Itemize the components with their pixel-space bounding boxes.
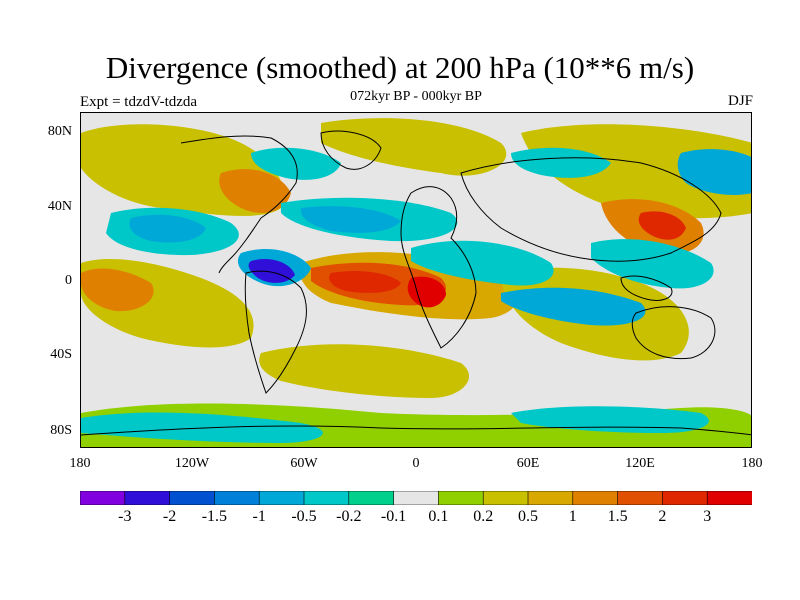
colorbar-label: -2 [162,508,177,525]
lat-tick-80n: 80N [47,124,72,139]
colorbar-swatch [393,491,440,505]
coastlines [81,130,751,436]
colorbar-label: 0.1 [428,508,449,525]
colorbar-swatch [348,491,395,505]
field-blob [300,206,401,233]
field-blob [591,239,714,289]
lon-tick-180w: 180 [69,456,91,471]
colorbar-label: 0.2 [473,508,494,525]
colorbar-swatch [438,491,484,505]
lon-tick-0: 0 [412,456,420,471]
field-blob [501,287,646,326]
negative-divergence-field [81,147,751,443]
field-blob [248,258,295,283]
europe-africa-coast [400,186,477,349]
field-blob [511,406,709,433]
colorbar-label: -1 [252,508,266,525]
australia-coast [631,306,716,360]
experiment-label: Expt = tdzdV-tdzda [80,94,198,110]
field-blob [677,149,751,195]
field-blob [638,211,686,240]
colorbar-swatch [662,491,709,505]
lon-tick-60w: 60W [290,456,318,471]
colorbar-swatch [572,491,619,505]
figure-subtitle: 072kyr BP - 000kyr BP [350,89,482,104]
colorbar-label: 1 [568,508,577,525]
colorbar-label: -3 [118,508,132,525]
field-blob [259,344,470,398]
colorbar-label: -1.5 [201,508,228,525]
colorbar-label: -0.2 [336,508,362,525]
colorbar-label: 1.5 [607,508,628,525]
lon-tick-120e: 120E [625,456,655,471]
colorbar-swatch [169,491,216,505]
north-america-coast [180,135,298,274]
lon-tick-120w: 120W [174,456,210,471]
field-blob [521,124,751,219]
field-blob [129,214,206,243]
colorbar-swatches [80,491,752,505]
maritime-continent-coast [620,275,673,301]
season-label: DJF [727,93,753,109]
field-blob [407,276,446,308]
lat-tick-40s: 40S [50,347,72,362]
asia-coast [460,157,722,262]
figure-title: Divergence (smoothed) at 200 hPa (10**6 … [105,50,695,85]
field-blob [411,240,554,286]
lat-tick-40n: 40N [47,199,72,214]
colorbar-label: -0.5 [291,508,317,525]
colorbar-swatch [527,491,574,505]
divergence-map [81,113,751,447]
lat-tick-0: 0 [65,273,72,288]
colorbar [80,491,752,505]
lon-tick-60e: 60E [516,456,540,471]
colorbar-swatch [258,491,305,505]
field-blob [329,271,401,293]
antarctica-coast [81,425,751,436]
south-america-coast [244,270,307,394]
field-blob [321,118,507,176]
colorbar-swatch [80,491,126,505]
colorbar-swatch [214,491,260,505]
lon-tick-180e: 180 [741,456,763,471]
colorbar-swatch [303,491,350,505]
colorbar-label: -0.1 [380,508,407,525]
colorbar-label: 2 [658,508,667,525]
colorbar-swatch [617,491,664,505]
field-blob [219,169,291,213]
lat-tick-80s: 80S [50,423,72,438]
colorbar-label: 0.5 [518,508,538,525]
map-panel [80,112,752,448]
colorbar-swatch [124,491,171,505]
field-blob [511,147,611,178]
greenland-coast [320,130,382,170]
colorbar-swatch [706,491,752,505]
colorbar-label: 3 [703,508,712,525]
field-blob [81,268,154,312]
colorbar-swatch [482,491,529,505]
